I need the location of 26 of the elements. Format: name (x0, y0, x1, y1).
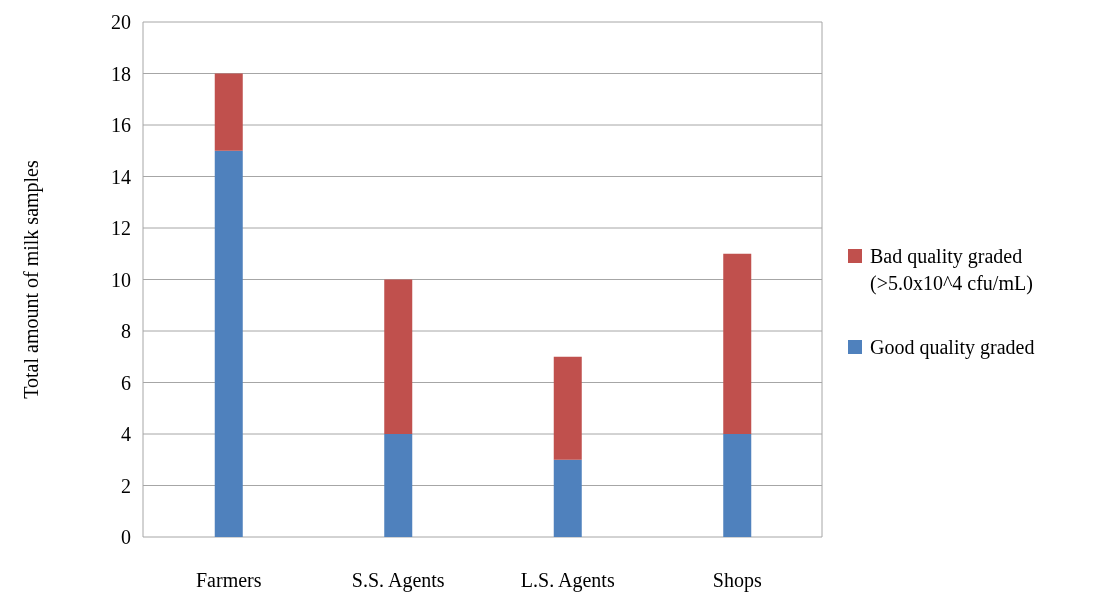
y-tick-label: 16 (111, 114, 131, 136)
bar (214, 150, 243, 537)
bar (723, 434, 752, 537)
bar (214, 73, 243, 151)
legend-label: Good quality graded (870, 336, 1035, 359)
y-axis-title: Total amount of milk samples (20, 160, 43, 399)
y-tick-label: 20 (111, 11, 131, 33)
bar (384, 434, 413, 537)
y-tick-label: 12 (111, 217, 131, 239)
bar (553, 459, 582, 537)
y-tick-label: 6 (121, 371, 131, 394)
bar (723, 253, 752, 434)
x-tick-label: Shops (712, 569, 762, 592)
y-tick-label: 8 (121, 320, 131, 342)
y-tick-label: 14 (111, 165, 131, 188)
x-tick-label: S.S. Agents (351, 569, 445, 592)
y-tick-label: 2 (121, 474, 131, 497)
y-tick-label: 18 (111, 62, 131, 85)
x-tick-label: L.S. Agents (520, 569, 615, 592)
legend-label: Bad quality graded (>5.0x10^4 cfu/mL) (870, 245, 1033, 295)
y-tick-label: 4 (121, 423, 131, 445)
y-tick-label: 10 (111, 268, 131, 291)
y-tick-label: 0 (121, 526, 131, 548)
bar (553, 356, 582, 460)
bar (384, 279, 413, 434)
x-tick-label: Farmers (195, 569, 262, 591)
